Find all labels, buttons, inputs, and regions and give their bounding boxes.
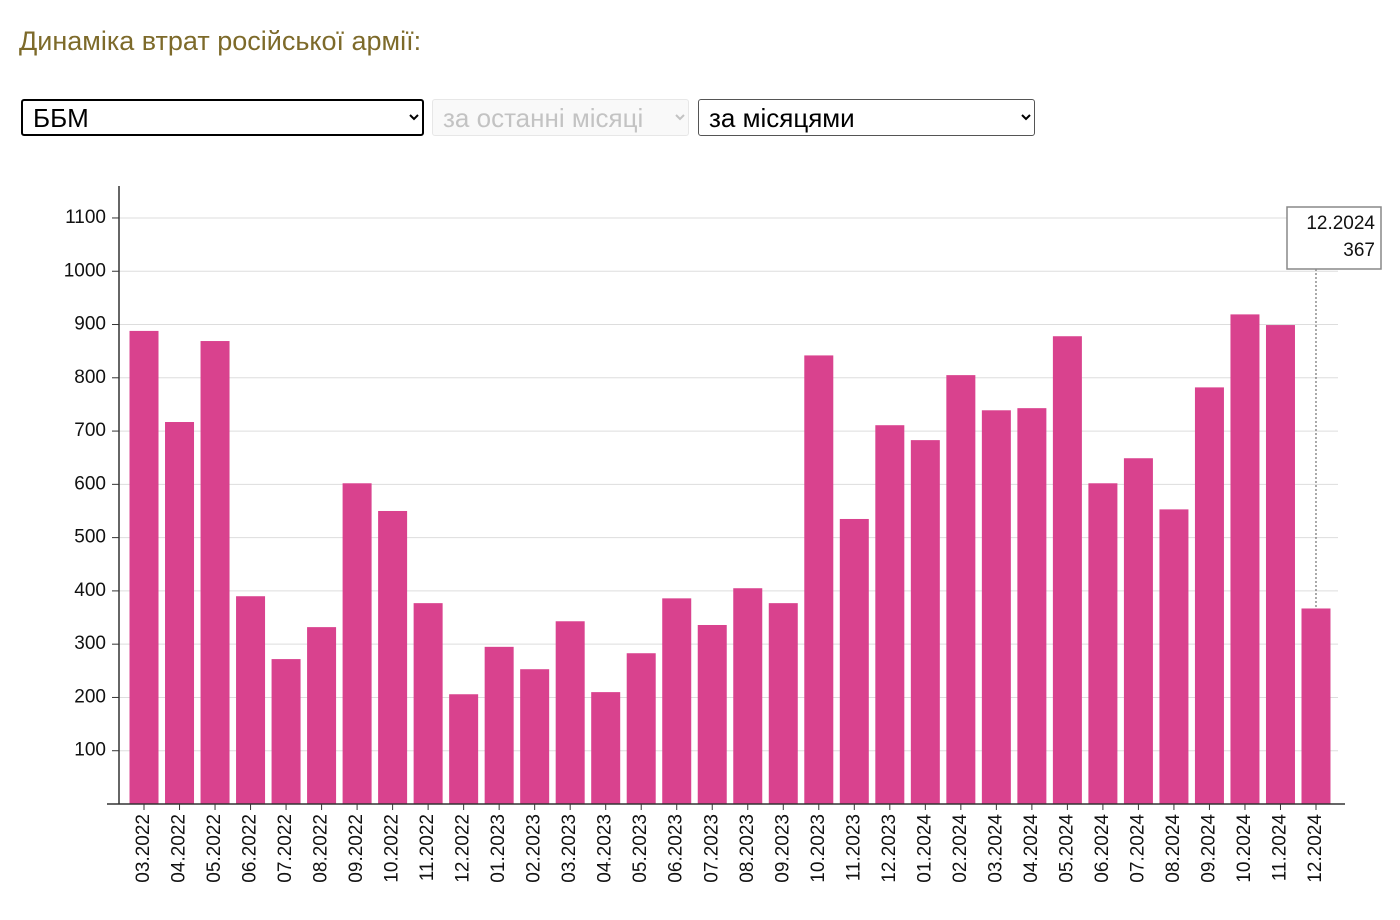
category-select[interactable]: ББМ xyxy=(21,99,424,136)
period-select: за останні місяці xyxy=(432,99,689,136)
x-tick-label: 04.2022 xyxy=(169,814,190,883)
bar xyxy=(804,355,834,804)
bar xyxy=(839,518,869,804)
bar xyxy=(520,669,550,804)
x-tick-label: 09.2024 xyxy=(1198,814,1219,883)
x-tick-label: 10.2024 xyxy=(1234,814,1255,883)
bar xyxy=(271,659,301,804)
x-tick-label: 02.2024 xyxy=(950,814,971,883)
x-tick-label: 12.2022 xyxy=(453,814,474,883)
x-tick-label: 01.2023 xyxy=(488,814,509,883)
x-tick-label: 04.2023 xyxy=(595,814,616,883)
y-tick-label: 700 xyxy=(74,420,106,441)
y-tick-label: 900 xyxy=(74,314,106,335)
y-tick-label: 1000 xyxy=(64,260,106,281)
y-tick-label: 200 xyxy=(74,686,106,707)
bar xyxy=(449,694,479,804)
bar xyxy=(1052,336,1082,804)
bar xyxy=(129,330,159,804)
bar xyxy=(236,596,266,804)
page-title: Динаміка втрат російської армії: xyxy=(19,26,422,56)
x-tick-label: 09.2022 xyxy=(346,814,367,883)
bar xyxy=(200,341,230,804)
tooltip-value: 367 xyxy=(1343,240,1375,261)
bar xyxy=(768,603,798,804)
x-tick-label: 06.2022 xyxy=(240,814,261,883)
x-tick-label: 04.2024 xyxy=(1021,814,1042,883)
bar xyxy=(1301,608,1331,804)
y-tick-label: 1100 xyxy=(65,207,106,228)
y-tick-label: 300 xyxy=(74,633,106,654)
x-tick-label: 10.2023 xyxy=(808,814,829,883)
bar xyxy=(1194,387,1224,804)
bar xyxy=(342,483,372,804)
y-tick-label: 600 xyxy=(74,473,106,494)
x-tick-label: 08.2022 xyxy=(311,814,332,883)
x-tick-label: 09.2023 xyxy=(772,814,793,883)
x-tick-label: 03.2024 xyxy=(985,814,1006,883)
y-tick-label: 500 xyxy=(74,527,106,548)
x-tick-label: 05.2022 xyxy=(204,814,225,883)
x-tick-label: 01.2024 xyxy=(914,814,935,883)
x-tick-label: 02.2023 xyxy=(524,814,545,883)
y-tick-label: 400 xyxy=(74,580,106,601)
bar xyxy=(378,510,408,804)
x-tick-label: 05.2023 xyxy=(630,814,651,883)
bar xyxy=(165,422,195,804)
x-tick-label: 11.2024 xyxy=(1269,814,1290,882)
tooltip-category: 12.2024 xyxy=(1306,213,1375,234)
bar xyxy=(484,646,514,804)
x-tick-label: 11.2022 xyxy=(417,814,438,881)
bar xyxy=(1265,325,1295,804)
x-tick-label: 07.2024 xyxy=(1127,814,1148,883)
x-tick-label: 06.2023 xyxy=(666,814,687,883)
x-tick-label: 06.2024 xyxy=(1092,814,1113,883)
tooltip-box xyxy=(1286,206,1382,270)
bar xyxy=(1159,509,1189,804)
x-tick-label: 12.2024 xyxy=(1305,814,1326,883)
bar xyxy=(733,588,763,804)
x-tick-label: 03.2023 xyxy=(559,814,580,883)
x-tick-label: 07.2023 xyxy=(701,814,722,883)
x-tick-label: 07.2022 xyxy=(275,814,296,883)
bar xyxy=(555,621,585,804)
bar xyxy=(1123,458,1153,804)
y-tick-label: 800 xyxy=(74,367,106,388)
x-tick-label: 03.2022 xyxy=(133,814,154,883)
y-tick-label: 100 xyxy=(74,740,106,761)
grouping-select[interactable]: за місяцями xyxy=(698,99,1035,136)
bar xyxy=(910,440,940,804)
x-tick-label: 10.2022 xyxy=(382,814,403,883)
bar xyxy=(662,598,692,804)
x-tick-label: 12.2023 xyxy=(879,814,900,883)
bar xyxy=(626,653,656,804)
x-tick-label: 05.2024 xyxy=(1056,814,1077,883)
bar xyxy=(697,624,727,804)
bar xyxy=(1088,483,1118,804)
bar xyxy=(1017,408,1047,804)
x-tick-label: 11.2023 xyxy=(843,814,864,881)
bar xyxy=(413,603,443,804)
x-tick-label: 08.2024 xyxy=(1163,814,1184,883)
bar xyxy=(307,627,337,804)
bar xyxy=(1230,314,1260,804)
bar xyxy=(875,425,905,804)
bar xyxy=(981,410,1011,804)
x-tick-label: 08.2023 xyxy=(737,814,758,883)
bar xyxy=(591,692,621,804)
bar xyxy=(946,375,976,804)
